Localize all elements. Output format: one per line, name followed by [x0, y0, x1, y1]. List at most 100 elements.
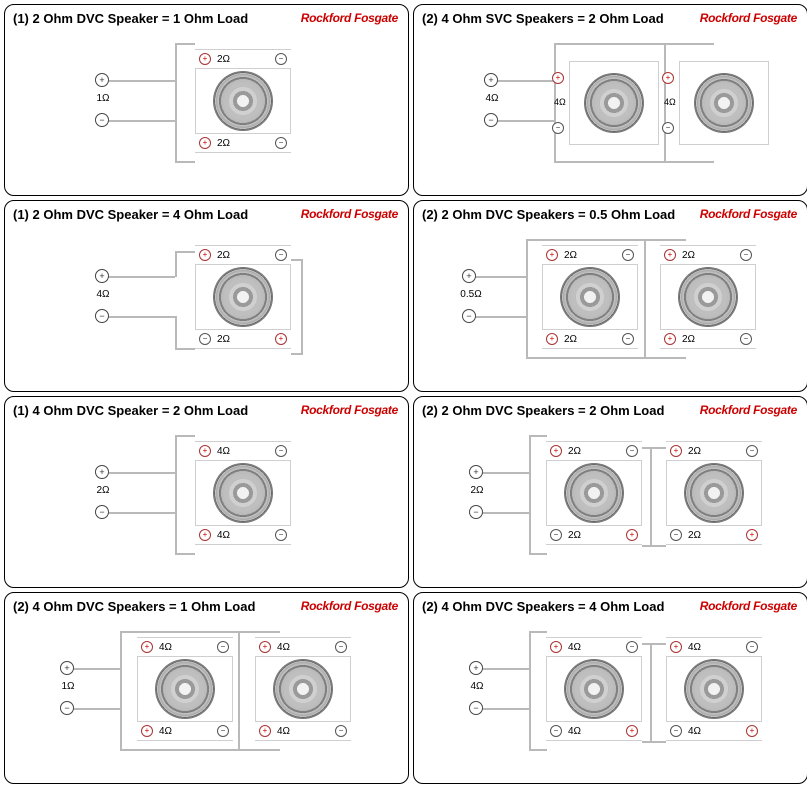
coil-minus-icon: − — [335, 725, 347, 737]
amp-load-label: 4Ω — [467, 681, 487, 692]
brand-logo: Rockford Fosgate — [700, 403, 797, 417]
coil-top-label: 2Ω — [568, 446, 581, 457]
amp-minus-icon: − — [462, 309, 476, 323]
coil-minus-icon: − — [275, 137, 287, 149]
coil-plus-icon: + — [199, 53, 211, 65]
panel-2: (2) 4 Ohm SVC Speakers = 2 Ohm Load Rock… — [413, 4, 807, 196]
coil-plus-icon: + — [550, 445, 562, 457]
amp-minus-icon: − — [60, 701, 74, 715]
coil-plus-icon: + — [552, 72, 564, 84]
coil-plus-icon: + — [275, 333, 287, 345]
coil-bottom-row: + 4Ω − — [195, 525, 291, 545]
coil-top-row: + 4Ω − — [137, 637, 233, 657]
coil-plus-icon: + — [141, 725, 153, 737]
coil-top-row: + 4Ω − — [546, 637, 642, 657]
wiring-diagram: + 4Ω − + 4Ω − − 4Ω — [414, 621, 807, 783]
coil-top-label: 4Ω — [688, 642, 701, 653]
coil-top-row: + 2Ω − — [546, 441, 642, 461]
panel-title: (2) 4 Ohm DVC Speakers = 1 Ohm Load — [13, 599, 255, 614]
coil-minus-icon: − — [217, 641, 229, 653]
coil-bottom-label: 4Ω — [277, 726, 290, 737]
amp-minus-icon: − — [469, 701, 483, 715]
coil-top-row: + 2Ω − — [660, 245, 756, 265]
coil-bottom-label: 2Ω — [682, 334, 695, 345]
amp-minus-icon: − — [469, 505, 483, 519]
wiring-diagram: + 1Ω − + 4Ω − + 4Ω − — [5, 621, 408, 783]
coil-bottom-label: 2Ω — [217, 334, 230, 345]
amp-plus-icon: + — [60, 661, 74, 675]
coil-bottom-label: 2Ω — [568, 530, 581, 541]
amp-load-label: 0.5Ω — [456, 289, 486, 300]
panel-6: (2) 2 Ohm DVC Speakers = 2 Ohm Load Rock… — [413, 396, 807, 588]
brand-logo: Rockford Fosgate — [301, 599, 398, 613]
amp-load-label: 4Ω — [482, 93, 502, 104]
coil-bottom-row: − 2Ω + — [666, 525, 762, 545]
coil-bottom-row: − 4Ω + — [666, 721, 762, 741]
coil-plus-icon: + — [199, 249, 211, 261]
coil-plus-icon: + — [746, 529, 758, 541]
coil-top-label: 4Ω — [568, 642, 581, 653]
panel-8: (2) 4 Ohm DVC Speakers = 4 Ohm Load Rock… — [413, 592, 807, 784]
coil-top-label: 4Ω — [159, 642, 172, 653]
coil-bottom-row: + 2Ω − — [195, 133, 291, 153]
coil-bottom-row: + 2Ω − — [542, 329, 638, 349]
panel-grid: (1) 2 Ohm DVC Speaker = 1 Ohm Load Rockf… — [4, 4, 803, 784]
panel-title: (1) 2 Ohm DVC Speaker = 4 Ohm Load — [13, 207, 248, 222]
coil-minus-icon: − — [217, 725, 229, 737]
speaker-cone — [195, 265, 291, 329]
speaker-2: + 4Ω − — [679, 61, 769, 145]
coil-bottom-row: + 4Ω − — [137, 721, 233, 741]
speaker-1: + 2Ω − + 2Ω − — [542, 245, 638, 349]
coil-minus-icon: − — [740, 249, 752, 261]
coil-minus-icon: − — [622, 333, 634, 345]
speaker-cone: + 4Ω − — [679, 61, 769, 145]
panel-title: (2) 4 Ohm SVC Speakers = 2 Ohm Load — [422, 11, 664, 26]
speaker-cone — [255, 657, 351, 721]
speaker-2: + 4Ω − − 4Ω + — [666, 637, 762, 741]
speaker-1: + 4Ω − — [569, 61, 659, 145]
speaker-cone — [542, 265, 638, 329]
coil-minus-icon: − — [626, 641, 638, 653]
coil-plus-icon: + — [664, 333, 676, 345]
coil-plus-icon: + — [199, 529, 211, 541]
panel-title: (2) 2 Ohm DVC Speakers = 2 Ohm Load — [422, 403, 664, 418]
coil-minus-icon: − — [550, 529, 562, 541]
brand-logo: Rockford Fosgate — [700, 207, 797, 221]
coil-top-row: + 4Ω − — [666, 637, 762, 657]
coil-plus-icon: + — [546, 333, 558, 345]
coil-top-label: 2Ω — [217, 250, 230, 261]
coil-label: 4Ω — [664, 97, 676, 107]
amp-load-label: 2Ω — [93, 485, 113, 496]
coil-bottom-row: + 4Ω − — [255, 721, 351, 741]
amp-plus-icon: + — [95, 73, 109, 87]
coil-plus-icon: + — [626, 529, 638, 541]
panel-3: (1) 2 Ohm DVC Speaker = 4 Ohm Load Rockf… — [4, 200, 409, 392]
speaker-cone: + 4Ω − — [569, 61, 659, 145]
panel-4: (2) 2 Ohm DVC Speakers = 0.5 Ohm Load Ro… — [413, 200, 807, 392]
panel-title: (1) 2 Ohm DVC Speaker = 1 Ohm Load — [13, 11, 248, 26]
wiring-diagram: + 0.5Ω − + 2Ω − + 2Ω − — [414, 229, 807, 391]
coil-bottom-label: 4Ω — [688, 726, 701, 737]
speaker-cone — [137, 657, 233, 721]
speaker-cone — [660, 265, 756, 329]
speaker-1: + 2Ω − − 2Ω + — [546, 441, 642, 545]
speaker-2: + 2Ω − + 2Ω − — [660, 245, 756, 349]
coil-minus-icon: − — [275, 249, 287, 261]
coil-minus-icon: − — [275, 445, 287, 457]
coil-minus-icon: − — [626, 445, 638, 457]
coil-plus-icon: + — [626, 725, 638, 737]
panel-7: (2) 4 Ohm DVC Speakers = 1 Ohm Load Rock… — [4, 592, 409, 784]
coil-top-label: 2Ω — [217, 54, 230, 65]
amp-minus-icon: − — [95, 309, 109, 323]
speaker-1: + 2Ω − + 2Ω − — [195, 49, 291, 153]
brand-logo: Rockford Fosgate — [301, 403, 398, 417]
coil-top-row: + 4Ω − — [255, 637, 351, 657]
wiring-diagram: + 4Ω − + 2Ω − − — [5, 229, 408, 391]
amp-plus-icon: + — [484, 73, 498, 87]
speaker-cone — [546, 657, 642, 721]
coil-plus-icon: + — [670, 641, 682, 653]
amp-minus-icon: − — [484, 113, 498, 127]
coil-minus-icon: − — [335, 641, 347, 653]
coil-plus-icon: + — [141, 641, 153, 653]
amp-load-label: 2Ω — [467, 485, 487, 496]
